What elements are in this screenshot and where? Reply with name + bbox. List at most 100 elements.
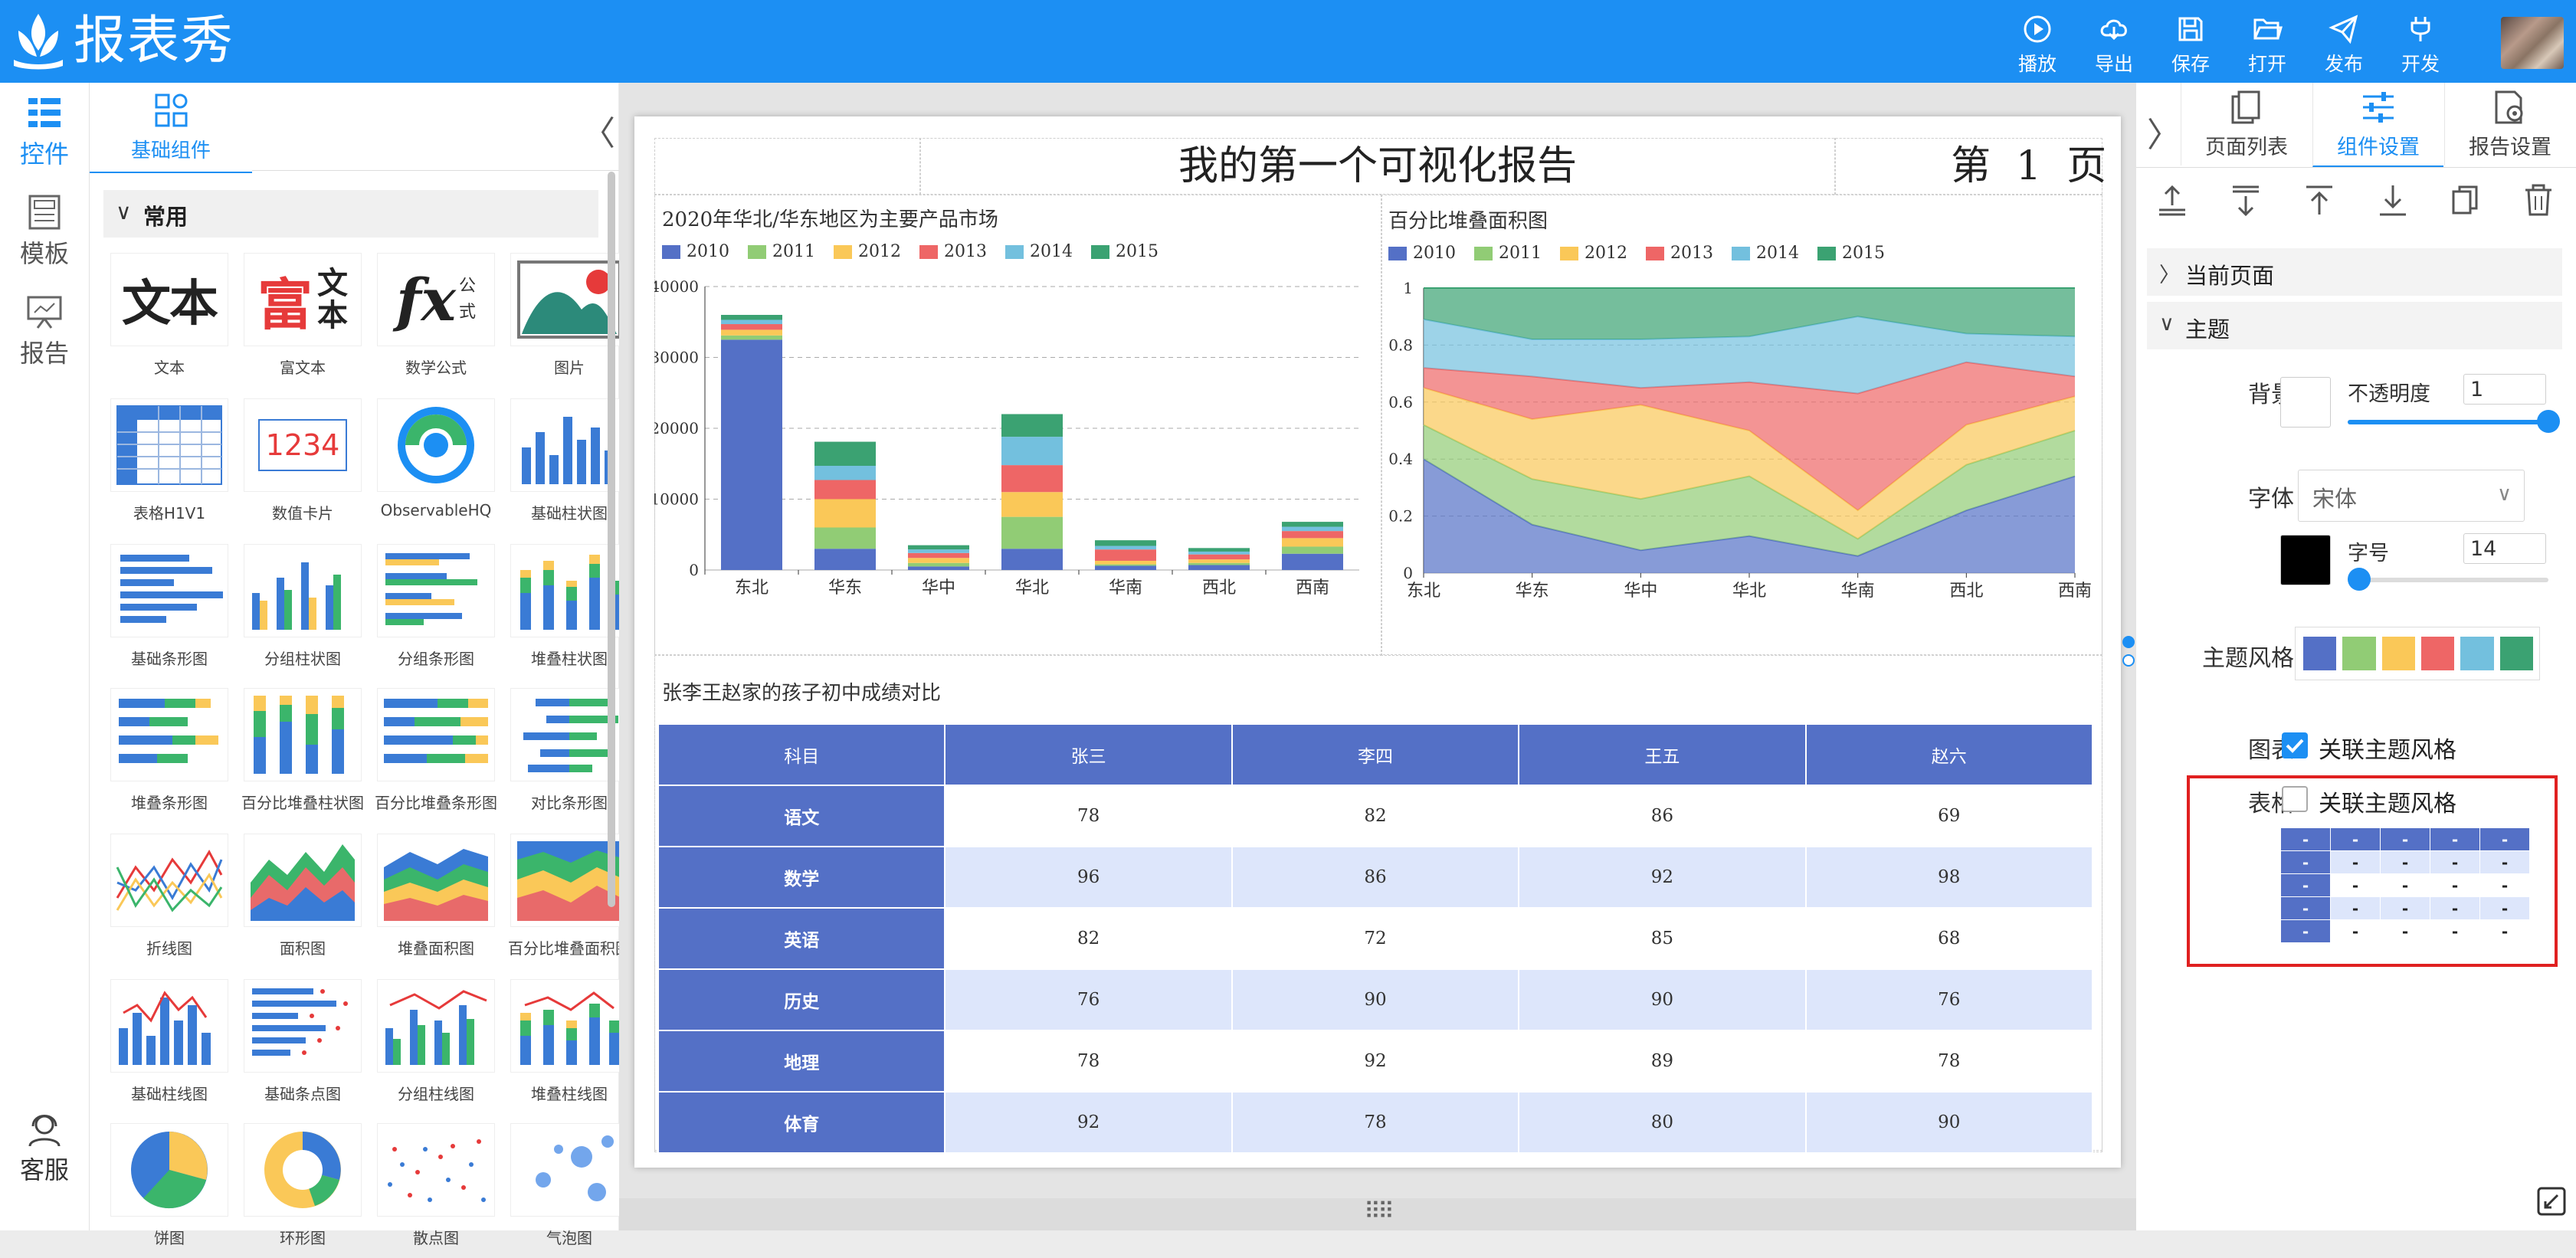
theme-color-swatch[interactable] bbox=[2381, 637, 2415, 670]
component-percent-stacked-bar[interactable]: 百分比堆叠柱状图 bbox=[235, 688, 370, 823]
stacked-bar-chart[interactable]: 0 10000 20000 30000 40000 东北 华东 华中 华北 华南 西北 西南 bbox=[654, 270, 1381, 653]
component-stacked-area[interactable]: 堆叠面积图 bbox=[369, 834, 503, 968]
publish-button[interactable]: 发布 bbox=[2311, 14, 2377, 75]
develop-button[interactable]: 开发 bbox=[2388, 14, 2453, 75]
nav-item-controls[interactable]: 控件 bbox=[0, 93, 89, 170]
move-up-button[interactable] bbox=[2302, 182, 2337, 218]
copy-button[interactable] bbox=[2447, 182, 2483, 218]
component-percent-stacked-hbar[interactable]: 百分比堆叠条形图 bbox=[369, 688, 503, 823]
theme-color-swatch[interactable] bbox=[2499, 637, 2533, 670]
play-button[interactable]: 播放 bbox=[2004, 14, 2070, 75]
component-rich-text[interactable]: 富 文本 富文本 bbox=[235, 253, 370, 388]
theme-color-palette[interactable] bbox=[2295, 627, 2540, 680]
section-theme[interactable]: ∨ 主题 bbox=[2147, 302, 2562, 349]
legend-item[interactable]: 2010 bbox=[662, 242, 729, 261]
component-grouped-bar-line[interactable]: 分组柱线图 bbox=[369, 979, 503, 1114]
font-select[interactable]: 宋体 ∨ bbox=[2298, 470, 2525, 522]
component-bar-dot[interactable]: 基础条点图 bbox=[235, 979, 370, 1114]
collapse-left-icon[interactable]: 〈 bbox=[582, 114, 615, 153]
table-style-preview[interactable]: ----- ----- ----- ----- ----- bbox=[2280, 827, 2530, 943]
theme-color-swatch[interactable] bbox=[2303, 637, 2337, 670]
save-button[interactable]: 保存 bbox=[2158, 14, 2224, 75]
group-header-common[interactable]: ∨ 常用 bbox=[103, 190, 598, 238]
page-resize-handle[interactable] bbox=[2122, 654, 2135, 667]
font-size-input[interactable]: 14 bbox=[2463, 533, 2546, 564]
legend-item[interactable]: 2014 bbox=[1732, 244, 1799, 263]
component-bar-line[interactable]: 基础柱线图 bbox=[102, 979, 237, 1114]
component-panel-scrollbar[interactable] bbox=[608, 172, 615, 907]
align-middle-button[interactable] bbox=[2228, 182, 2263, 218]
component-pie[interactable]: 饼图 bbox=[102, 1123, 237, 1258]
component-donut[interactable]: 环形图 bbox=[235, 1123, 370, 1258]
tab-component-settings[interactable]: 组件设置 bbox=[2312, 83, 2443, 167]
theme-color-swatch[interactable] bbox=[2342, 637, 2376, 670]
theme-color-swatch[interactable] bbox=[2420, 637, 2455, 670]
component-stacked-bar-line[interactable]: 堆叠柱线图 bbox=[502, 979, 637, 1114]
legend-item[interactable]: 2011 bbox=[1474, 244, 1542, 263]
report-page[interactable]: 我的第一个可视化报告 第 1 页 2020年华北/华东地区为主要产品市场 201… bbox=[634, 116, 2121, 1168]
legend-item[interactable]: 2012 bbox=[834, 242, 901, 261]
component-grouped-hbar[interactable]: 分组条形图 bbox=[369, 544, 503, 679]
component-stacked-hbar[interactable]: 堆叠条形图 bbox=[102, 688, 237, 823]
nav-item-reports[interactable]: 报告 bbox=[0, 293, 89, 369]
font-color-picker[interactable] bbox=[2280, 535, 2331, 585]
delete-button[interactable] bbox=[2521, 182, 2556, 218]
chart1-title[interactable]: 2020年华北/华东地区为主要产品市场 bbox=[662, 208, 998, 231]
component-number-card[interactable]: 1234 数值卡片 bbox=[235, 398, 370, 533]
legend-item[interactable]: 2010 bbox=[1388, 244, 1456, 263]
report-title[interactable]: 我的第一个可视化报告 bbox=[1178, 143, 1577, 189]
legend-item[interactable]: 2013 bbox=[1646, 244, 1713, 263]
component-bubble[interactable]: 气泡图 bbox=[502, 1123, 637, 1258]
component-diverging-bar[interactable]: 对比条形图 bbox=[502, 688, 637, 823]
export-button[interactable]: 导出 bbox=[2081, 14, 2147, 75]
open-button[interactable]: 打开 bbox=[2234, 14, 2300, 75]
chart-link-theme-checkbox[interactable] bbox=[2282, 732, 2308, 758]
component-grouped-bar[interactable]: 分组柱状图 bbox=[235, 544, 370, 679]
opacity-slider[interactable] bbox=[2348, 410, 2560, 433]
legend-item[interactable]: 2013 bbox=[919, 242, 987, 261]
percent-stacked-area-chart[interactable]: 0 0.2 0.4 0.6 0.8 1 东北 华东 华中 华北 华南 西北 西南 bbox=[1381, 270, 2101, 653]
component-text[interactable]: 文本 文本 bbox=[102, 253, 237, 388]
table-link-theme-label[interactable]: 关联主题风格 bbox=[2319, 791, 2456, 817]
chart-link-theme-label[interactable]: 关联主题风格 bbox=[2319, 737, 2456, 764]
move-down-button[interactable] bbox=[2375, 182, 2410, 218]
legend-item[interactable]: 2011 bbox=[748, 242, 815, 261]
tab-page-list[interactable]: 页面列表 bbox=[2181, 83, 2312, 165]
section-current-page[interactable]: 〉 当前页面 bbox=[2147, 248, 2562, 296]
table-title[interactable]: 张李王赵家的孩子初中成绩对比 bbox=[662, 682, 942, 705]
user-avatar[interactable] bbox=[2501, 17, 2564, 69]
bottom-drag-handle[interactable]: ⠿⠿ bbox=[619, 1198, 2136, 1230]
component-math-formula[interactable]: fx 公式 数学公式 bbox=[369, 253, 503, 388]
component-area[interactable]: 面积图 bbox=[235, 834, 370, 968]
background-color-picker[interactable] bbox=[2280, 377, 2331, 428]
component-stacked-bar[interactable]: 堆叠柱状图 bbox=[502, 544, 637, 679]
legend-item[interactable]: 2015 bbox=[1817, 244, 1885, 263]
component-basic-hbar[interactable]: 基础条形图 bbox=[102, 544, 237, 679]
chart2-title[interactable]: 百分比堆叠面积图 bbox=[1388, 210, 1549, 233]
component-basic-bar[interactable]: 基础柱状图 bbox=[502, 398, 637, 533]
legend-item[interactable]: 2012 bbox=[1560, 244, 1627, 263]
legend-item[interactable]: 2014 bbox=[1005, 242, 1073, 261]
opacity-slider-knob[interactable] bbox=[2537, 410, 2560, 433]
collapse-right-icon[interactable]: 〉 bbox=[2147, 116, 2181, 155]
component-table-h1v1[interactable]: 表格H1V1 bbox=[102, 398, 237, 533]
score-table[interactable]: 科目 张三 李四 王五 赵六 语文 78 82 86 69 数学 96 bbox=[657, 723, 2094, 1154]
font-size-slider-knob[interactable] bbox=[2348, 568, 2371, 591]
tab-basic-components[interactable]: 基础组件 bbox=[90, 83, 252, 173]
nav-item-support[interactable]: 客服 bbox=[0, 1109, 89, 1186]
component-scatter[interactable]: 散点图 bbox=[369, 1123, 503, 1258]
page-resize-handle[interactable] bbox=[2122, 636, 2135, 648]
legend-item[interactable]: 2015 bbox=[1091, 242, 1159, 261]
theme-color-swatch[interactable] bbox=[2460, 637, 2494, 670]
nav-item-templates[interactable]: 模板 bbox=[0, 193, 89, 270]
component-line[interactable]: 折线图 bbox=[102, 834, 237, 968]
tab-report-settings[interactable]: 报告设置 bbox=[2444, 83, 2575, 165]
opacity-input[interactable]: 1 bbox=[2463, 374, 2546, 405]
fullscreen-toggle-icon[interactable] bbox=[2536, 1186, 2567, 1217]
bring-to-top-button[interactable] bbox=[2155, 182, 2190, 218]
component-percent-stacked-area[interactable]: 百分比堆叠面积图 bbox=[502, 834, 637, 968]
component-image[interactable]: 图片 bbox=[502, 253, 637, 388]
component-observablehq[interactable]: ObservableHQ bbox=[369, 398, 503, 533]
font-size-slider[interactable] bbox=[2348, 568, 2548, 591]
table-link-theme-checkbox[interactable] bbox=[2282, 786, 2308, 812]
